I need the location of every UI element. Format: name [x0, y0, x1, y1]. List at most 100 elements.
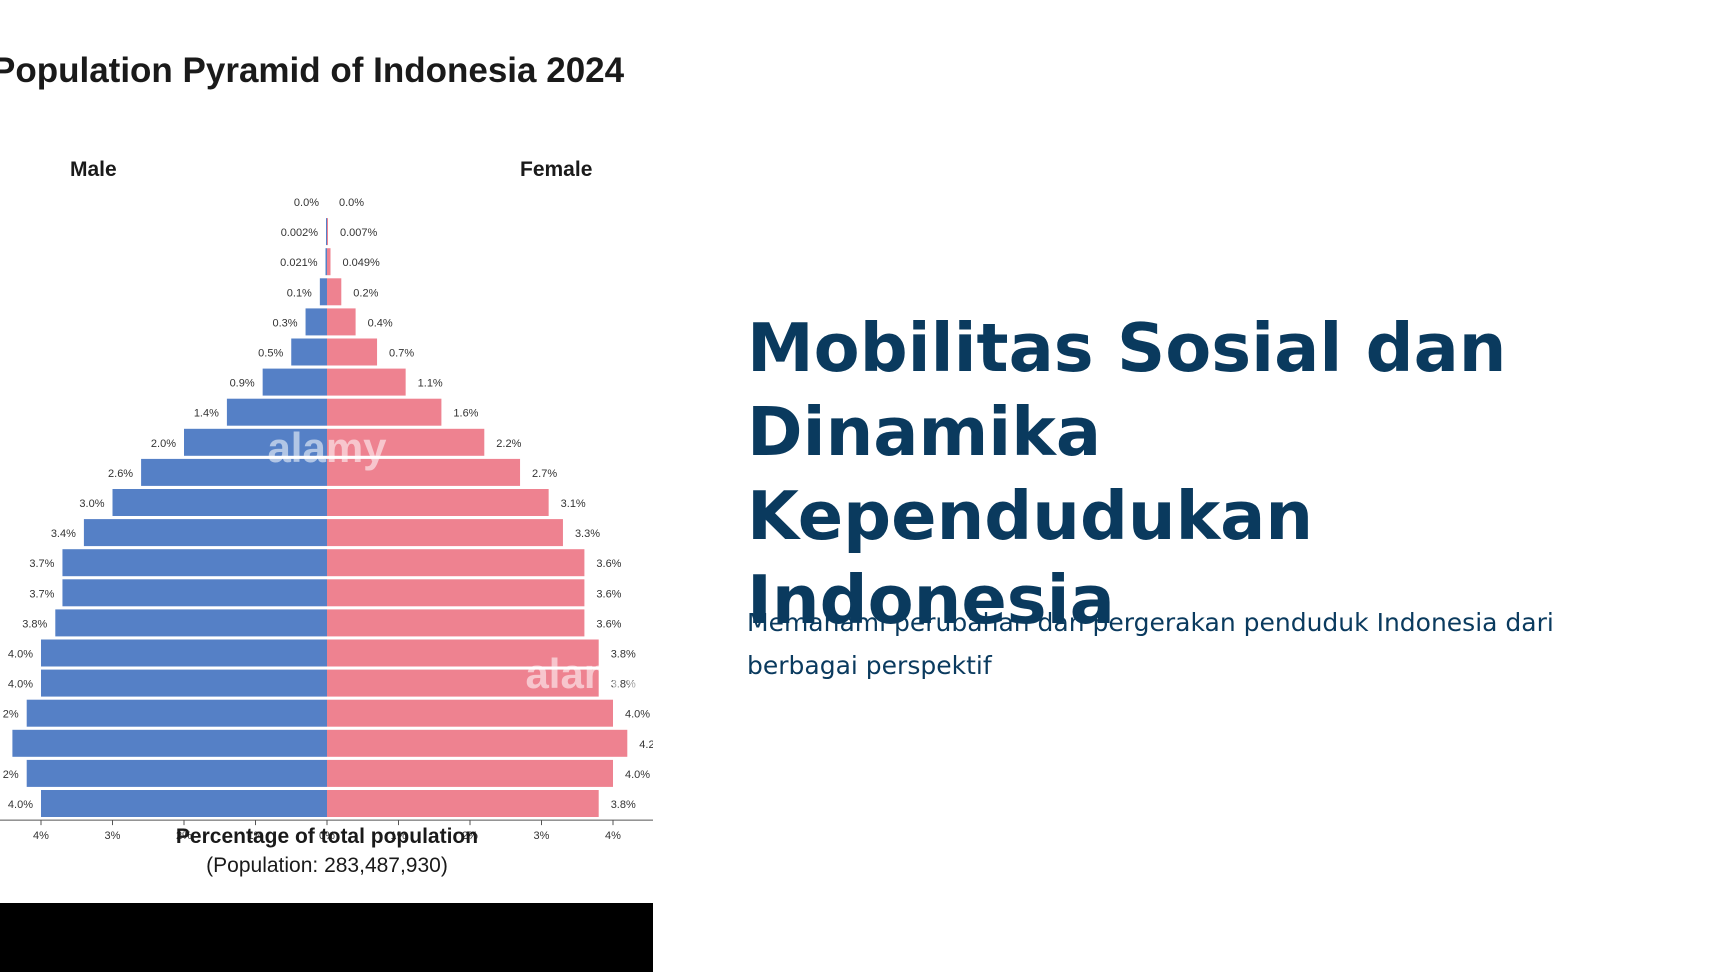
male-bar: [291, 338, 327, 366]
female-bar-label: 3.8%: [611, 679, 636, 691]
female-bar: [327, 699, 613, 727]
male-bar-label: 0.0%: [294, 197, 319, 209]
x-axis-label: Percentage of total population: [176, 825, 478, 848]
male-bar: [83, 519, 328, 547]
male-bar-label: 4.0%: [8, 649, 33, 661]
female-bar: [327, 428, 485, 456]
female-bar: [327, 609, 585, 637]
legend-female: Female: [520, 158, 592, 181]
male-bar-label: 0.3%: [272, 317, 297, 329]
male-bar-label: 0.9%: [230, 378, 255, 390]
male-bar: [112, 489, 327, 516]
male-bar: [12, 729, 328, 757]
male-bar: [55, 609, 328, 637]
male-bar: [226, 398, 327, 426]
watermark-text: alamy: [267, 424, 387, 471]
male-bar: [305, 308, 327, 336]
female-bar: [327, 549, 585, 577]
male-bar-label: 3.7%: [29, 588, 54, 600]
female-bar-label: 0.0%: [339, 197, 364, 209]
male-bar-label: 2.0%: [151, 438, 176, 450]
slide-title: Mobilitas Sosial dan Dinamika Kependuduk…: [747, 309, 1507, 639]
male-bar-label: 1.4%: [194, 408, 219, 420]
female-bar: [327, 218, 328, 246]
chart-title: Population Pyramid of Indonesia 2024: [0, 51, 625, 90]
female-bar-label: 2.7%: [532, 468, 557, 480]
female-bar-label: 4.0%: [625, 769, 650, 781]
female-bar-label: 4.2: [639, 739, 653, 751]
population-pyramid-chart: Population Pyramid of Indonesia 2024 Mal…: [0, 51, 653, 877]
x-tick-label: 4%: [605, 830, 621, 842]
male-bar-label: 0.1%: [287, 287, 312, 299]
x-tick-label: 3%: [105, 830, 121, 842]
male-bar-label: 2%: [3, 769, 19, 781]
male-bar-label: 4.0%: [8, 679, 33, 691]
female-bar: [327, 790, 599, 817]
female-bar-label: 1.1%: [418, 378, 443, 390]
female-bar-label: 0.049%: [343, 257, 381, 269]
female-bar-label: 3.8%: [611, 799, 636, 811]
male-bar: [325, 248, 327, 276]
population-pyramid-image: Population Pyramid of Indonesia 2024 Mal…: [0, 0, 653, 972]
population-note: (Population: 283,487,930): [206, 854, 448, 877]
female-bar: [327, 398, 442, 426]
female-bar-label: 3.3%: [575, 528, 600, 540]
male-bar: [62, 579, 327, 607]
x-tick-label: 3%: [534, 830, 550, 842]
slide-subtitle: Memahami perubahan dan pergerakan pendud…: [747, 608, 1554, 680]
female-bar-label: 3.6%: [596, 618, 621, 630]
female-bar: [327, 338, 378, 366]
male-bar-label: 0.021%: [280, 257, 318, 269]
male-bar: [41, 790, 327, 817]
female-bar: [327, 729, 628, 757]
male-bar-label: 3.7%: [29, 558, 54, 570]
legend-male: Male: [70, 158, 117, 181]
female-bar-label: 4.0%: [625, 709, 650, 721]
female-bar-label: 0.007%: [340, 227, 378, 239]
female-bar: [327, 579, 585, 607]
female-bar: [327, 248, 331, 276]
male-bar-label: 2%: [3, 709, 19, 721]
x-tick-label: 1%: [391, 830, 407, 842]
female-bar: [327, 458, 521, 486]
female-bar: [327, 519, 563, 547]
male-bar: [319, 278, 327, 306]
male-bar-label: 3.4%: [51, 528, 76, 540]
female-bar-label: 3.8%: [611, 649, 636, 661]
male-bar-label: 3.0%: [79, 498, 104, 510]
male-bar-label: 4.0%: [8, 799, 33, 811]
male-bar: [262, 368, 327, 396]
male-bar: [41, 669, 327, 697]
x-tick-label: 1%: [248, 830, 264, 842]
x-tick-label: 2%: [462, 830, 478, 842]
x-tick-label: 2%: [176, 830, 192, 842]
female-bar-label: 0.7%: [389, 348, 414, 360]
male-bar: [41, 639, 327, 667]
male-bar-label: 0.5%: [258, 348, 283, 360]
female-bar: [327, 368, 406, 396]
image-letterbox-band: [0, 903, 653, 972]
x-tick-label: 4%: [33, 830, 49, 842]
female-bar: [327, 639, 599, 667]
female-bar-label: 2.2%: [496, 438, 521, 450]
male-bar: [326, 218, 327, 246]
female-bar: [327, 489, 549, 516]
female-bar: [327, 308, 356, 336]
title-block: Mobilitas Sosial dan Dinamika Kependuduk…: [747, 306, 1647, 639]
male-bar: [26, 759, 327, 787]
female-bar-label: 1.6%: [453, 408, 478, 420]
male-bar: [26, 699, 327, 727]
male-bar-label: 3.8%: [22, 618, 47, 630]
female-bar-label: 3.6%: [596, 558, 621, 570]
male-bar-label: 0.002%: [281, 227, 319, 239]
x-tick-label: 0%: [319, 830, 335, 842]
male-bar-label: 2.6%: [108, 468, 133, 480]
female-bar-label: 0.4%: [368, 317, 393, 329]
female-bar: [327, 759, 613, 787]
female-bar-label: 3.1%: [561, 498, 586, 510]
male-bar: [184, 428, 327, 456]
male-bar: [62, 549, 327, 577]
male-bar: [141, 458, 327, 486]
female-bar-label: 0.2%: [353, 287, 378, 299]
female-bar-label: 3.6%: [596, 588, 621, 600]
